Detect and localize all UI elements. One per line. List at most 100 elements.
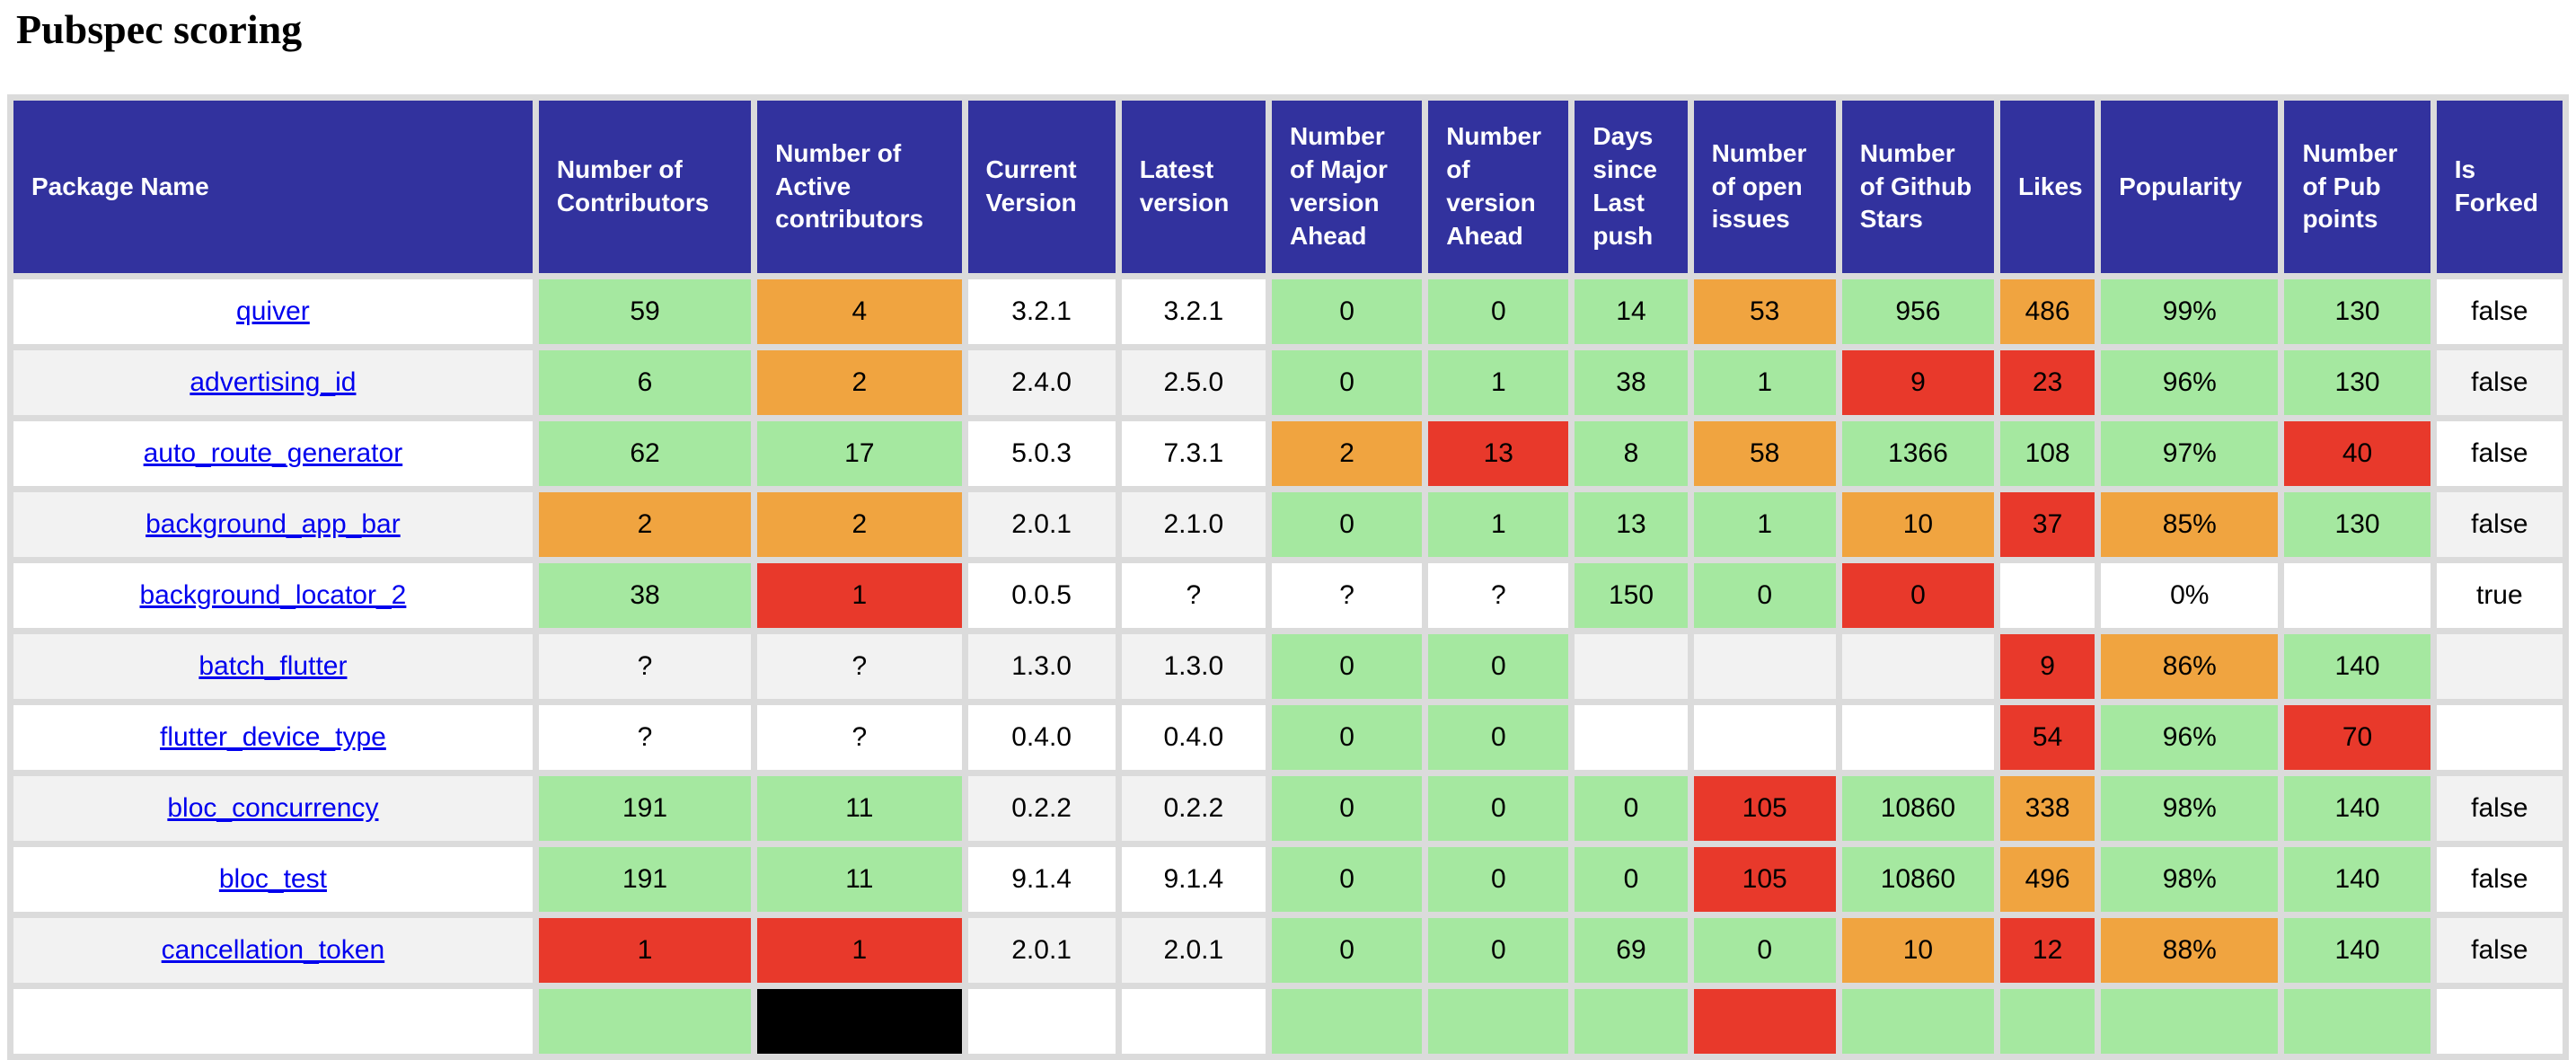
cell-current-version (967, 989, 1116, 1054)
cell-latest-version: 9.1.4 (1121, 847, 1266, 912)
cell-number-of-github-stars: 0 (1841, 563, 1995, 628)
cell-number-of-github-stars: 1366 (1841, 421, 1995, 486)
cell-likes (2000, 989, 2095, 1054)
cell-number-of-github-stars: 956 (1841, 279, 1995, 344)
cell-current-version: 2.0.1 (967, 918, 1116, 983)
cell-days-since-last-push: 0 (1575, 847, 1688, 912)
cell-number-of-open-issues (1693, 989, 1836, 1054)
package-link[interactable]: advertising_id (190, 367, 357, 397)
cell-number-of-active-contributors: 1 (757, 918, 962, 983)
package-link[interactable]: batch_flutter (198, 651, 348, 681)
cell-number-of-contributors: 62 (538, 421, 752, 486)
cell-days-since-last-push: 8 (1575, 421, 1688, 486)
cell-latest-version: 7.3.1 (1121, 421, 1266, 486)
column-header-package-name: Package Name (13, 101, 533, 273)
package-link[interactable]: auto_route_generator (143, 438, 403, 468)
cell-number-of-active-contributors: 4 (757, 279, 962, 344)
cell-days-since-last-push: 150 (1575, 563, 1688, 628)
package-link[interactable]: background_locator_2 (139, 580, 407, 610)
cell-number-of-pub-points: 140 (2284, 847, 2430, 912)
table-row: advertising_id 6 2 2.4.0 2.5.0 0 1 38 1 9 23 96% 13… (13, 350, 2563, 415)
cell-number-of-version-ahead: 0 (1428, 634, 1569, 699)
cell-days-since-last-push (1575, 705, 1688, 770)
cell-number-of-pub-points: 140 (2284, 918, 2430, 983)
cell-popularity: 98% (2101, 847, 2279, 912)
column-header-is-forked: Is Forked (2436, 101, 2563, 273)
cell-days-since-last-push (1575, 989, 1688, 1054)
package-name-cell: cancellation_token (13, 918, 533, 983)
cell-likes (2000, 563, 2095, 628)
cell-is-forked (2436, 989, 2563, 1054)
package-name-cell: bloc_test (13, 847, 533, 912)
cell-current-version: 0.4.0 (967, 705, 1116, 770)
table-row: quiver 59 4 3.2.1 3.2.1 0 0 14 53 956 486 99% 130 fa… (13, 279, 2563, 344)
package-link[interactable]: background_app_bar (146, 509, 401, 539)
package-link[interactable]: quiver (236, 296, 310, 326)
cell-number-of-major-version-ahead: 0 (1271, 705, 1423, 770)
cell-number-of-active-contributors: 2 (757, 492, 962, 557)
cell-current-version: 5.0.3 (967, 421, 1116, 486)
cell-number-of-active-contributors: 1 (757, 563, 962, 628)
table-row: bloc_test 191 11 9.1.4 9.1.4 0 0 0 105 10860 496 9… (13, 847, 2563, 912)
cell-number-of-version-ahead: 1 (1428, 350, 1569, 415)
pubspec-scoring-table: Package Name Number of Contributors Number… (7, 94, 2569, 1060)
cell-likes: 338 (2000, 776, 2095, 841)
cell-number-of-github-stars: 10860 (1841, 776, 1995, 841)
cell-number-of-major-version-ahead: 0 (1271, 847, 1423, 912)
package-link[interactable]: bloc_test (218, 864, 327, 894)
table-row: flutter_device_type ?? 0.4.0 0.4.0 0 0 54 96% 7… (13, 705, 2563, 770)
cell-latest-version (1121, 989, 1266, 1054)
table-row: auto_route_generator 62 17 5.0.3 7.3.1 2 13 8 5… (13, 421, 2563, 486)
cell-number-of-active-contributors (757, 989, 962, 1054)
package-name-cell: flutter_device_type (13, 705, 533, 770)
cell-number-of-major-version-ahead: 0 (1271, 492, 1423, 557)
cell-is-forked (2436, 705, 2563, 770)
cell-number-of-pub-points: 140 (2284, 776, 2430, 841)
cell-number-of-pub-points: 70 (2284, 705, 2430, 770)
cell-number-of-version-ahead: 0 (1428, 776, 1569, 841)
column-header-number-of-pub-points: Number of Pub points (2284, 101, 2430, 273)
cell-number-of-active-contributors: 11 (757, 847, 962, 912)
cell-days-since-last-push (1575, 634, 1688, 699)
table-row: batch_flutter ?? 1.3.0 1.3.0 0 0 9 86% 140 (13, 634, 2563, 699)
cell-current-version: 9.1.4 (967, 847, 1116, 912)
package-link[interactable]: flutter_device_type (160, 722, 386, 752)
cell-popularity: 97% (2101, 421, 2279, 486)
package-link[interactable]: cancellation_token (161, 935, 385, 965)
package-name-cell: bloc_concurrency (13, 776, 533, 841)
cell-days-since-last-push: 13 (1575, 492, 1688, 557)
cell-number-of-contributors: ? (538, 634, 752, 699)
table-row: cancellation_token 1 1 2.0.1 2.0.1 0 0 69 0 10 12… (13, 918, 2563, 983)
cell-days-since-last-push: 0 (1575, 776, 1688, 841)
cell-days-since-last-push: 14 (1575, 279, 1688, 344)
cell-number-of-version-ahead: 0 (1428, 705, 1569, 770)
cell-popularity (2101, 989, 2279, 1054)
cell-number-of-version-ahead: ? (1428, 563, 1569, 628)
cell-likes: 23 (2000, 350, 2095, 415)
table-header: Package Name Number of Contributors Number… (13, 101, 2563, 273)
cell-number-of-pub-points: 40 (2284, 421, 2430, 486)
cell-is-forked: false (2436, 279, 2563, 344)
cell-popularity: 96% (2101, 350, 2279, 415)
cell-number-of-version-ahead: 0 (1428, 279, 1569, 344)
column-header-popularity: Popularity (2101, 101, 2279, 273)
table-row: bloc_concurrency 191 11 0.2.2 0.2.2 0 0 0 105 10… (13, 776, 2563, 841)
cell-number-of-major-version-ahead: 0 (1271, 634, 1423, 699)
cell-number-of-contributors: 6 (538, 350, 752, 415)
cell-latest-version: ? (1121, 563, 1266, 628)
cell-number-of-contributors: 38 (538, 563, 752, 628)
cell-likes: 496 (2000, 847, 2095, 912)
cell-number-of-version-ahead (1428, 989, 1569, 1054)
package-link[interactable]: bloc_concurrency (167, 793, 379, 823)
cell-number-of-active-contributors: 17 (757, 421, 962, 486)
cell-current-version: 3.2.1 (967, 279, 1116, 344)
cell-latest-version: 0.4.0 (1121, 705, 1266, 770)
cell-current-version: 2.0.1 (967, 492, 1116, 557)
cell-number-of-contributors: 1 (538, 918, 752, 983)
cell-likes: 54 (2000, 705, 2095, 770)
cell-number-of-version-ahead: 0 (1428, 918, 1569, 983)
cell-number-of-major-version-ahead: 0 (1271, 918, 1423, 983)
cell-number-of-version-ahead: 1 (1428, 492, 1569, 557)
cell-number-of-github-stars: 10 (1841, 918, 1995, 983)
cell-number-of-pub-points: 130 (2284, 279, 2430, 344)
